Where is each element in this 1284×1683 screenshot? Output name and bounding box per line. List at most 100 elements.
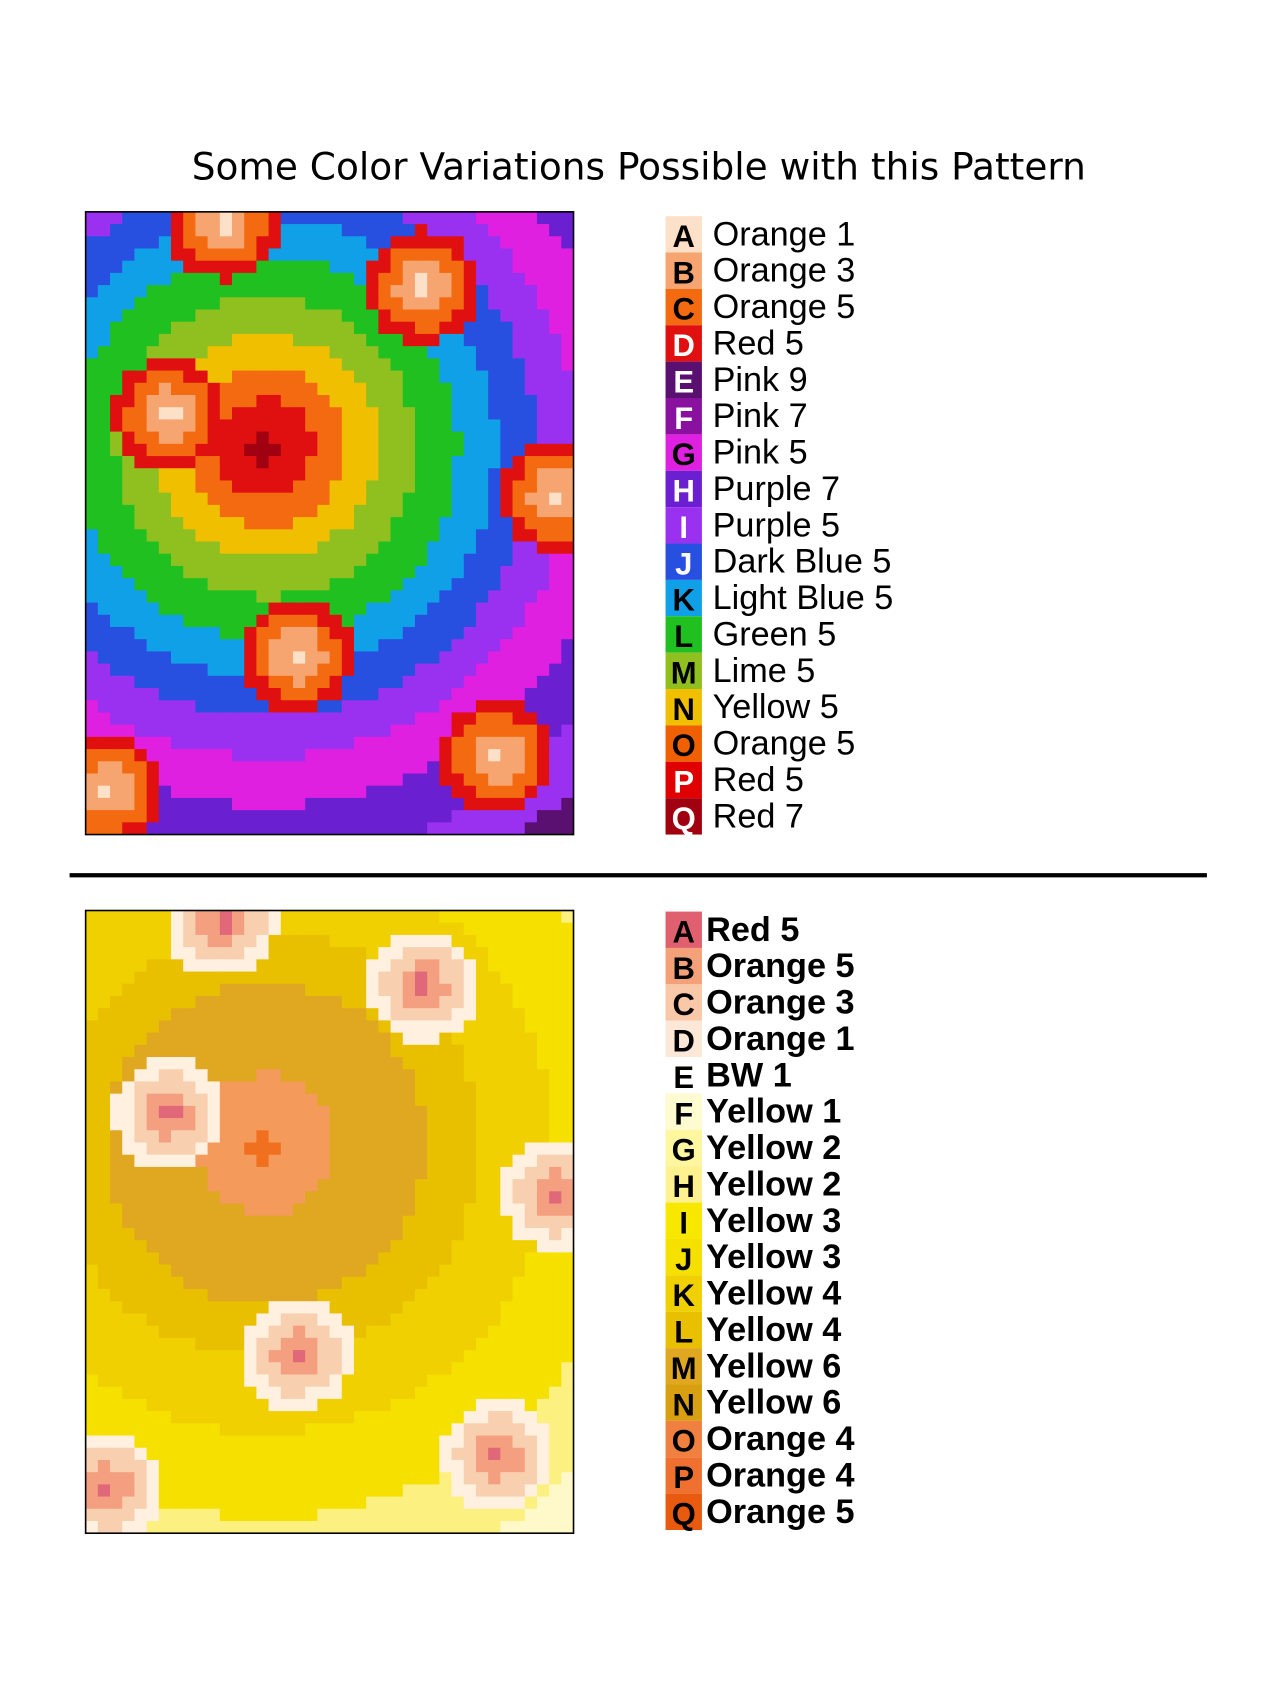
pixel <box>329 810 343 823</box>
pixel <box>195 1032 209 1046</box>
pixel <box>232 456 245 469</box>
pixel <box>280 1093 294 1107</box>
pixel <box>268 626 282 640</box>
pixel <box>122 1142 135 1156</box>
pixel <box>122 1093 135 1107</box>
pixel <box>475 1240 489 1253</box>
pixel <box>232 1289 245 1302</box>
pixel <box>378 1264 391 1278</box>
pixel <box>134 1374 148 1388</box>
pixel <box>85 995 99 1009</box>
pixel <box>353 1020 367 1034</box>
pixel <box>97 663 111 677</box>
pixel <box>183 1154 196 1168</box>
pixel <box>463 529 477 542</box>
pixel <box>183 983 196 997</box>
pixel <box>244 1227 257 1241</box>
pixel <box>524 1313 538 1327</box>
pixel <box>329 333 343 347</box>
pixel <box>244 443 257 457</box>
pixel <box>122 1423 135 1436</box>
pixel <box>463 785 477 799</box>
color-name: Purple 5 <box>713 506 840 544</box>
pixel <box>353 1386 367 1400</box>
pixel <box>207 1069 221 1082</box>
pixel <box>232 541 245 555</box>
pixel <box>378 797 391 811</box>
pixel <box>549 1130 562 1143</box>
pixel <box>305 626 318 640</box>
pixel <box>536 983 550 997</box>
pixel <box>329 1179 343 1192</box>
pixel <box>219 1020 233 1034</box>
pixel <box>512 590 526 603</box>
pixel <box>427 1289 440 1302</box>
pixel <box>414 297 428 310</box>
pixel <box>195 1423 209 1436</box>
pixel <box>317 1411 331 1424</box>
pixel <box>122 651 135 665</box>
pixel <box>268 1105 282 1119</box>
pixel <box>171 749 184 762</box>
pixel <box>439 321 452 335</box>
pixel <box>244 785 257 799</box>
pixel <box>97 492 111 506</box>
pixel <box>219 382 233 396</box>
pixel <box>280 578 294 591</box>
pixel <box>280 1435 294 1449</box>
pixel <box>268 947 282 960</box>
pixel <box>232 1032 245 1046</box>
pixel <box>183 1264 196 1278</box>
pixel <box>341 1191 355 1204</box>
pixel <box>463 358 477 372</box>
pixel <box>524 1142 538 1156</box>
pixel <box>268 736 282 750</box>
pixel <box>536 492 550 506</box>
pixel <box>561 236 574 249</box>
pixel <box>341 983 355 997</box>
pixel <box>171 1008 184 1021</box>
pixel <box>366 1362 379 1375</box>
pixel <box>414 1508 428 1522</box>
pixel <box>390 1386 404 1400</box>
pixel <box>451 480 465 494</box>
pixel <box>524 419 538 433</box>
swatch-letter: C <box>673 292 695 327</box>
pixel <box>146 749 160 762</box>
pixel <box>500 333 513 347</box>
pixel <box>97 1337 111 1351</box>
pixel <box>110 224 123 237</box>
pixel <box>232 1240 245 1253</box>
pixel <box>207 285 221 298</box>
pixel <box>500 797 513 811</box>
pixel <box>366 675 379 689</box>
pixel <box>353 1337 367 1351</box>
pixel <box>268 797 282 811</box>
pixel <box>390 1325 404 1339</box>
pixel <box>158 1447 172 1461</box>
pixel <box>85 1484 99 1498</box>
pixel <box>475 211 489 225</box>
pixel <box>500 749 513 762</box>
pixel <box>97 1264 111 1278</box>
pixel <box>219 785 233 799</box>
pixel <box>97 1252 111 1266</box>
pixel <box>268 236 282 249</box>
pixel <box>512 565 526 579</box>
color-swatch <box>665 507 702 544</box>
pixel <box>195 712 209 726</box>
pixel <box>110 910 123 924</box>
pixel <box>292 934 306 948</box>
pixel <box>268 1069 282 1082</box>
pixel <box>317 1044 331 1058</box>
pixel <box>195 1020 209 1034</box>
pixel <box>85 1093 99 1107</box>
pixel <box>329 1069 343 1082</box>
pixel <box>353 1044 367 1058</box>
pixel <box>232 260 245 274</box>
pixel <box>427 785 440 799</box>
pixel <box>549 431 562 445</box>
pixel <box>122 382 135 396</box>
pixel <box>195 959 209 972</box>
pixel <box>414 785 428 799</box>
